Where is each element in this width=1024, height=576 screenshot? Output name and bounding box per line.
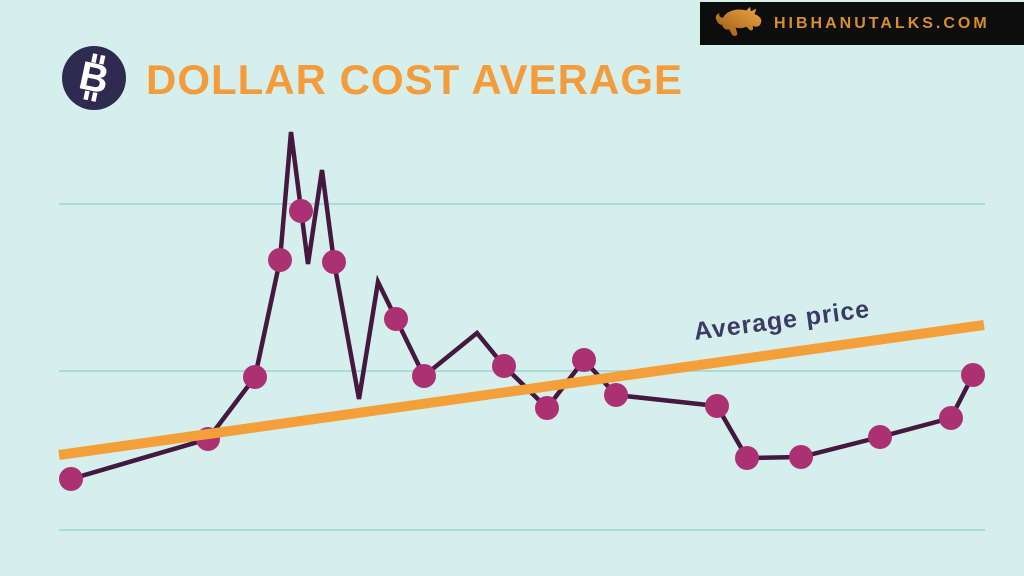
purchase-dot (939, 406, 963, 430)
purchase-dot (705, 394, 729, 418)
purchase-dot (322, 250, 346, 274)
purchase-dot (492, 354, 516, 378)
purchase-dot (868, 425, 892, 449)
purchase-dot (535, 396, 559, 420)
purchase-dot (384, 307, 408, 331)
price-line (68, 131, 976, 482)
bitcoin-symbol: B (75, 53, 113, 103)
purchase-dot (268, 248, 292, 272)
purchase-dot (735, 446, 759, 470)
purchase-dot (789, 445, 813, 469)
purchase-dot (604, 383, 628, 407)
brand-banner: HIBHANUTALKS.COM (700, 2, 1024, 45)
average-price-line (58, 320, 985, 460)
purchase-dot (572, 348, 596, 372)
purchase-dot (961, 363, 985, 387)
purchase-dot (289, 199, 313, 223)
page-title: DOLLAR COST AVERAGE (146, 56, 684, 103)
purchase-dot (243, 365, 267, 389)
bull-icon (715, 6, 762, 36)
purchase-dot (412, 364, 436, 388)
bitcoin-icon: B (62, 46, 126, 110)
site-name: HIBHANUTALKS.COM (774, 14, 990, 32)
purchase-dot (59, 467, 83, 491)
